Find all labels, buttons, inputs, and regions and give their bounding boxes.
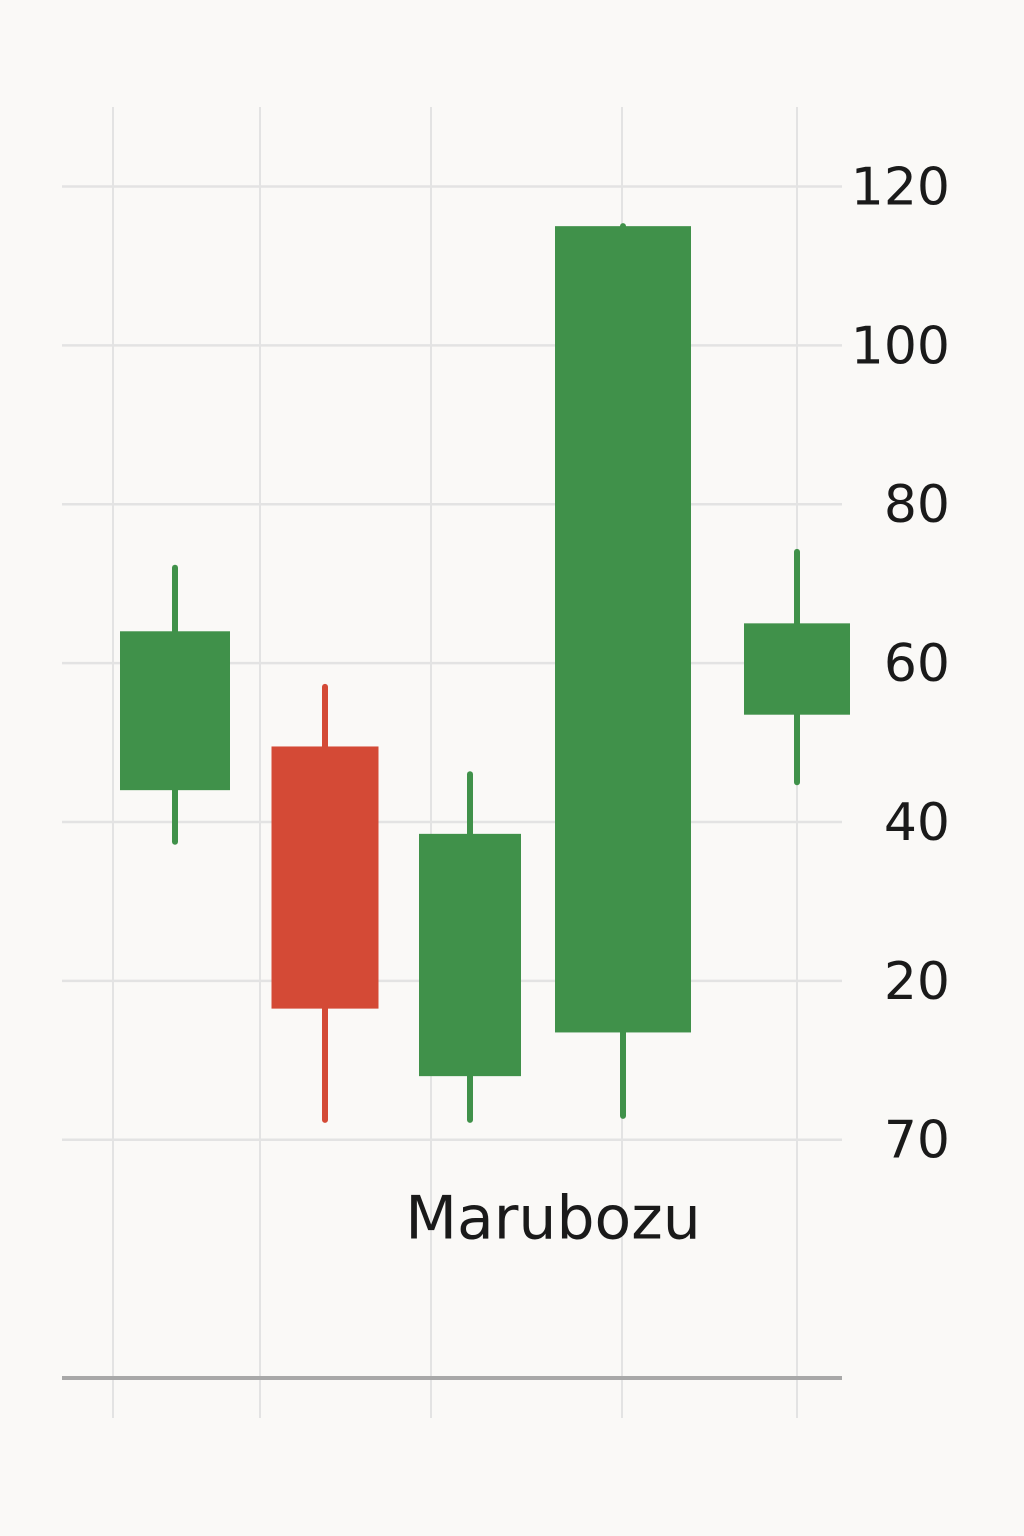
y-tick-label: 40: [884, 793, 950, 853]
y-tick-label: 60: [884, 634, 950, 694]
y-tick-label: 100: [851, 316, 950, 376]
y-tick-label: 20: [884, 952, 950, 1012]
annotation: Marubozu: [405, 1184, 701, 1254]
body: [744, 623, 850, 715]
body: [271, 746, 379, 1009]
body: [419, 833, 521, 1077]
y-tick-label: 120: [851, 157, 950, 217]
y-tick-label: 80: [884, 475, 950, 535]
body: [555, 226, 691, 1033]
y-tick-label: 70: [884, 1111, 950, 1171]
body: [120, 631, 230, 791]
